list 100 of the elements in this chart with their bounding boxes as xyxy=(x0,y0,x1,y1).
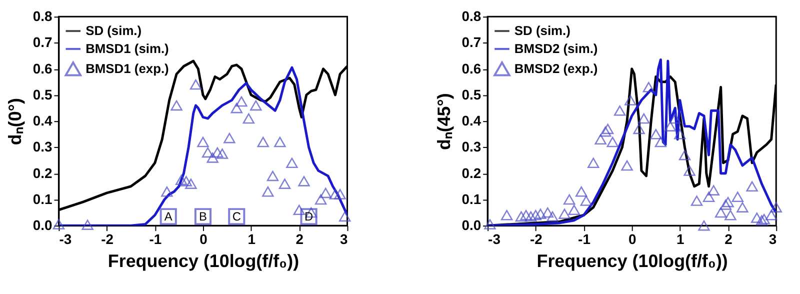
point xyxy=(720,200,732,210)
point xyxy=(320,188,332,198)
point xyxy=(746,181,758,192)
point xyxy=(278,178,291,189)
point xyxy=(224,132,236,144)
x-axis-title: Frequency (10log(f/f₀)) xyxy=(108,250,300,271)
point xyxy=(257,136,269,148)
y-axis-title: dₙ(0°) xyxy=(4,98,25,146)
y-tick-label: 0.3 xyxy=(32,138,52,155)
point xyxy=(751,212,763,223)
y-tick-label: 0.3 xyxy=(462,138,482,155)
point xyxy=(708,185,720,196)
y-tick-label: 0.1 xyxy=(32,190,52,207)
point xyxy=(190,79,202,90)
x-tick-label: -1 xyxy=(149,230,162,247)
point xyxy=(650,128,662,140)
annotation: B xyxy=(199,210,207,224)
point xyxy=(180,176,192,186)
y-tick-label: 0.2 xyxy=(462,164,482,181)
point xyxy=(614,105,626,116)
x-tick-label: 1 xyxy=(248,230,256,247)
y-tick-label: 0.6 xyxy=(462,60,482,76)
point xyxy=(206,152,218,163)
x-tick-label: 2 xyxy=(296,230,304,247)
point xyxy=(654,136,667,148)
point xyxy=(621,160,633,171)
legend-label: BMSD2 (exp.) xyxy=(514,60,598,76)
point xyxy=(698,220,710,231)
point xyxy=(756,215,768,226)
y-tick-label: 0.4 xyxy=(462,112,482,129)
annotation: C xyxy=(232,210,242,224)
point xyxy=(600,126,612,137)
x-tick-label: -2 xyxy=(101,230,114,247)
point xyxy=(212,147,224,158)
point xyxy=(286,158,298,168)
x-tick-label: -3 xyxy=(488,230,501,247)
y-tick-label: 0.5 xyxy=(462,86,482,102)
x-tick-label: 1 xyxy=(676,230,685,247)
x-tick-label: -2 xyxy=(530,230,543,247)
point xyxy=(602,124,614,134)
point xyxy=(714,207,727,218)
y-tick-label: 0.6 xyxy=(32,60,52,76)
x-axis-title: Frequency (10log(f/f₀)) xyxy=(536,250,728,271)
legend-label: SD (sim.) xyxy=(86,23,142,38)
point xyxy=(530,210,542,220)
point xyxy=(170,100,182,111)
legend-label: BMSD2 (sim.) xyxy=(514,40,598,56)
point xyxy=(563,194,576,205)
point xyxy=(770,202,782,212)
point xyxy=(500,210,513,220)
point xyxy=(484,219,496,230)
point xyxy=(606,136,618,148)
x-tick-label: 3 xyxy=(768,230,777,247)
point xyxy=(638,113,650,124)
y-tick-label: 0.8 xyxy=(462,8,482,24)
point xyxy=(758,214,770,224)
point xyxy=(664,121,676,132)
y-tick-label: 0.4 xyxy=(32,112,52,129)
y-tick-label: 0.0 xyxy=(462,217,482,234)
y-tick-label: 0.1 xyxy=(462,190,482,207)
legend-label: SD (sim.) xyxy=(514,23,570,38)
point xyxy=(674,128,686,140)
point xyxy=(266,170,279,182)
legend-label: BMSD1 (exp.) xyxy=(86,60,169,76)
point xyxy=(314,194,327,205)
point xyxy=(185,178,197,189)
point xyxy=(524,211,537,222)
point xyxy=(175,174,188,186)
point xyxy=(588,158,600,168)
point xyxy=(274,136,286,148)
y-tick-label: 0.5 xyxy=(32,86,52,102)
point xyxy=(594,134,606,145)
x-tick-label: 0 xyxy=(628,230,636,247)
point xyxy=(633,124,645,134)
y-tick-label: 0.0 xyxy=(32,217,52,234)
x-tick-label: 0 xyxy=(200,230,208,247)
x-tick-label: 3 xyxy=(340,230,348,247)
annotation: A xyxy=(164,210,172,224)
point xyxy=(338,211,351,222)
x-tick-label: -1 xyxy=(578,230,591,247)
x-tick-label: -3 xyxy=(59,230,72,247)
x-tick-label: 2 xyxy=(724,230,733,247)
point xyxy=(197,136,209,148)
point xyxy=(82,220,94,230)
point xyxy=(293,204,306,216)
y-axis-title: dₙ(45°) xyxy=(434,93,454,150)
point xyxy=(765,210,778,220)
point xyxy=(732,192,744,202)
point xyxy=(236,96,248,107)
point xyxy=(575,186,588,197)
point xyxy=(52,219,65,230)
point xyxy=(250,100,262,111)
point xyxy=(534,208,546,219)
point xyxy=(690,196,703,206)
point xyxy=(520,210,532,220)
y-tick-label: 0.2 xyxy=(32,164,52,181)
legend-label: BMSD1 (sim.) xyxy=(86,40,169,56)
point xyxy=(542,207,554,218)
point xyxy=(161,186,173,197)
point xyxy=(334,189,346,200)
